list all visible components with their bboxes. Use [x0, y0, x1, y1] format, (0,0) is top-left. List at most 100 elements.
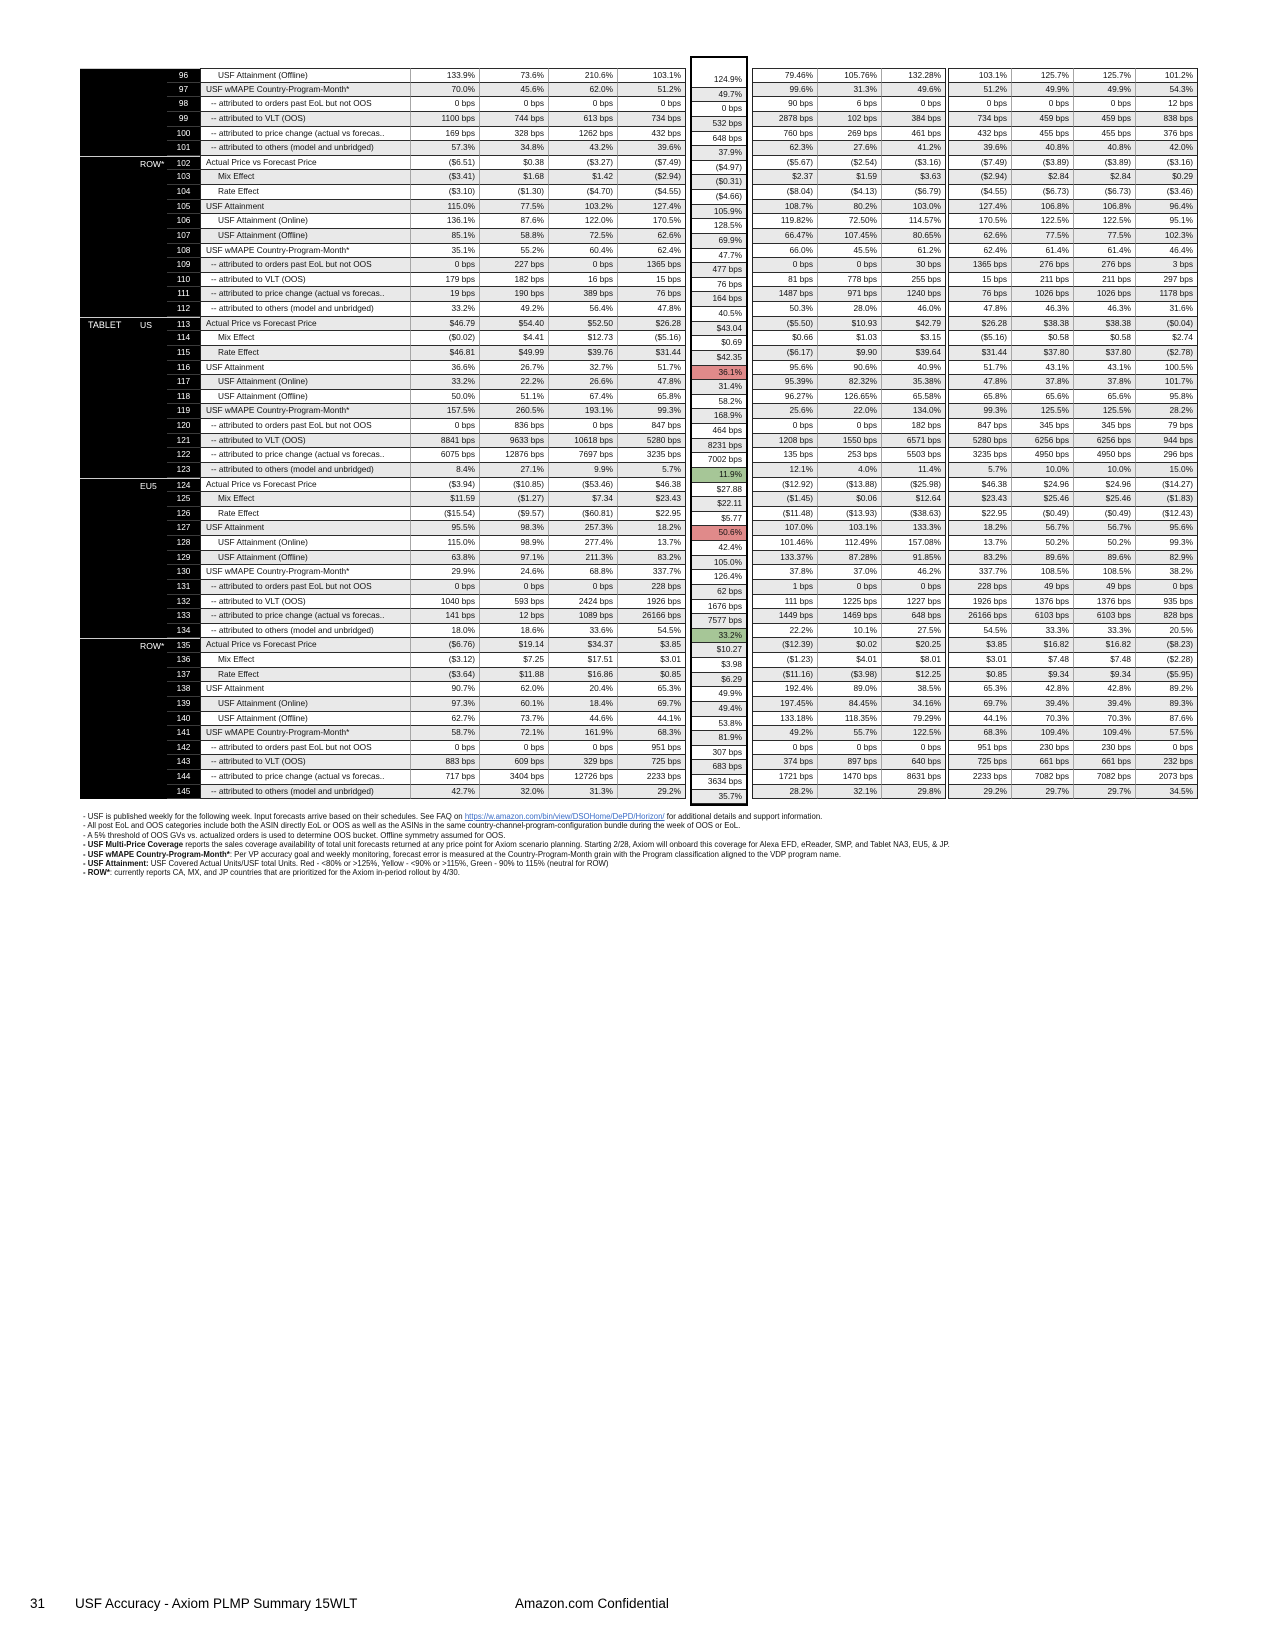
metric-label: USF Attainment (Online) — [200, 536, 410, 551]
table-row: 1 bps 0 bps 0 bps — [753, 579, 945, 595]
value-cell: 54.5% — [617, 623, 686, 639]
value-cell: 12 bps — [479, 609, 548, 624]
footnotes: - USF is published weekly for the follow… — [83, 812, 1203, 878]
value-cell: 103.0% — [881, 199, 945, 215]
value-cell-current: 1676 bps — [692, 600, 746, 615]
value-cell: $10.93 — [817, 316, 881, 332]
metric-label: Rate Effect — [200, 506, 410, 522]
value-cell: 95.5% — [410, 521, 479, 536]
value-cell: 7082 bps — [1073, 770, 1135, 785]
region-label-cell — [135, 623, 167, 639]
footnote-line: - USF wMAPE Country-Program-Month*: Per … — [83, 850, 1203, 859]
value-cell: 125.5% — [1011, 404, 1073, 419]
value-cell: ($13.88) — [817, 477, 881, 493]
value-cell: 297 bps — [1135, 272, 1197, 288]
program-label-cell — [80, 521, 135, 536]
row-number: 114 — [167, 331, 200, 346]
row-number: 145 — [167, 784, 200, 800]
value-cell: 10618 bps — [548, 433, 617, 449]
value-cell: ($6.51) — [410, 155, 479, 171]
table-row: 49.9% — [692, 687, 746, 702]
value-cell: $0.85 — [617, 667, 686, 683]
value-cell: ($2.54) — [817, 155, 881, 171]
value-cell-current: 532 bps — [692, 117, 746, 132]
table-row: 49.2% 55.7% 122.5% — [753, 726, 945, 741]
value-cell: 61.4% — [1011, 243, 1073, 259]
value-cell: ($0.02) — [410, 331, 479, 346]
table-row: 65.8% 65.6% 65.6% 95.8% — [949, 389, 1197, 405]
value-cell: 230 bps — [1073, 740, 1135, 756]
region-label-cell — [135, 419, 167, 434]
row-number: 106 — [167, 214, 200, 229]
faq-link[interactable]: https://w.amazon.com/bin/view/DSOHome/De… — [464, 812, 665, 821]
row-number: 142 — [167, 740, 200, 756]
value-cell: ($13.93) — [817, 506, 881, 522]
value-cell: 329 bps — [548, 755, 617, 770]
table-row: ($4.97) — [692, 160, 746, 176]
value-cell: $4.01 — [817, 653, 881, 668]
value-cell-current: ($4.66) — [692, 190, 746, 205]
metric-label: USF wMAPE Country-Program-Month* — [200, 404, 410, 419]
metric-label: USF Attainment (Offline) — [200, 68, 410, 83]
table-row: 130 USF wMAPE Country-Program-Month* 29.9%… — [80, 565, 686, 580]
value-cell: 46.3% — [1073, 302, 1135, 317]
region-label-cell — [135, 755, 167, 770]
region-label-cell — [135, 82, 167, 98]
table-row: 47.8% 46.3% 46.3% 31.6% — [949, 302, 1197, 317]
program-label-cell — [80, 448, 135, 463]
value-cell: 103.1% — [817, 521, 881, 536]
metric-label: -- attributed to price change (actual vs… — [200, 448, 410, 463]
value-cell: 232 bps — [1135, 755, 1197, 770]
table-row: 5280 bps 6256 bps 6256 bps 944 bps — [949, 433, 1197, 449]
region-label-cell — [135, 784, 167, 800]
table-row: $0.85 $9.34 $9.34 ($5.95) — [949, 667, 1197, 683]
table-row: 111 -- attributed to price change (actual… — [80, 287, 686, 302]
value-cell: 49 bps — [1011, 579, 1073, 595]
value-cell: 51.1% — [479, 389, 548, 405]
value-cell: $0.58 — [1011, 331, 1073, 346]
value-cell: ($1.30) — [479, 185, 548, 200]
value-cell: 461 bps — [881, 126, 945, 142]
value-cell: $1.03 — [817, 331, 881, 346]
value-cell: 89.2% — [1135, 682, 1197, 697]
value-cell: 944 bps — [1135, 433, 1197, 449]
value-cell: 18.4% — [548, 696, 617, 712]
value-cell: ($2.78) — [1135, 345, 1197, 361]
table-row: 648 bps — [692, 131, 746, 147]
value-cell: ($9.57) — [479, 506, 548, 522]
program-label-cell — [80, 506, 135, 522]
value-cell-current: 11.9% — [692, 468, 746, 483]
value-cell: 337.7% — [617, 565, 686, 580]
metric-label: USF Attainment (Offline) — [200, 228, 410, 244]
value-cell: 68.8% — [548, 565, 617, 580]
value-cell: 157.5% — [410, 404, 479, 419]
table-row: $42.35 — [692, 350, 746, 366]
value-cell: 111 bps — [753, 595, 817, 610]
value-cell: 44.6% — [548, 711, 617, 727]
region-label-cell — [135, 696, 167, 712]
program-label-cell — [80, 360, 135, 376]
value-cell: $23.43 — [949, 492, 1011, 507]
table-row: 135 bps 253 bps 5503 bps — [753, 448, 945, 463]
value-cell: 725 bps — [949, 755, 1011, 770]
value-cell: 38.5% — [881, 682, 945, 697]
value-cell: 1926 bps — [617, 594, 686, 610]
table-row: 68.3% 109.4% 109.4% 57.5% — [949, 726, 1197, 741]
table-row: 228 bps 49 bps 49 bps 0 bps — [949, 579, 1197, 595]
metric-label: USF Attainment — [200, 360, 410, 376]
value-cell-current: 47.7% — [692, 249, 746, 264]
row-number: 105 — [167, 199, 200, 215]
value-cell-current: 7002 bps — [692, 453, 746, 468]
row-number: 112 — [167, 302, 200, 317]
value-cell: $25.46 — [1011, 492, 1073, 507]
value-cell: 103.2% — [548, 199, 617, 215]
value-cell: ($3.46) — [1135, 185, 1197, 200]
table-row: 76 bps — [692, 277, 746, 293]
value-cell: 30 bps — [881, 258, 945, 273]
value-cell-current: 168.9% — [692, 409, 746, 424]
value-cell: $0.38 — [479, 155, 548, 171]
table-row: 100 -- attributed to price change (actual… — [80, 126, 686, 142]
table-row: $2.37 $1.59 $3.63 — [753, 170, 945, 185]
value-cell: ($5.50) — [753, 317, 817, 332]
value-cell: 34.5% — [1135, 784, 1197, 800]
